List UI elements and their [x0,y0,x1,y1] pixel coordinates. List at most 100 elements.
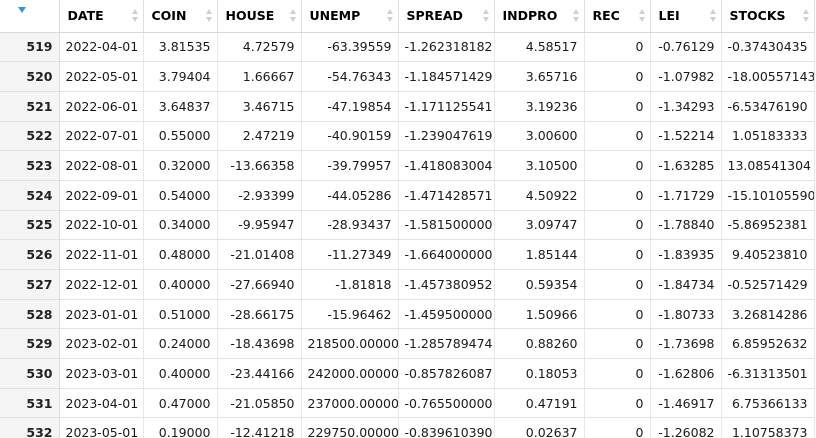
rec-cell[interactable]: 0 [584,61,651,92]
unemp-cell[interactable]: 242000.00000 [301,358,399,389]
row-index-header[interactable] [0,0,60,33]
row-index-cell[interactable]: 523 [0,150,60,181]
spread-cell[interactable]: -1.285789474 [398,328,495,360]
indpro-cell[interactable]: 3.09747 [494,210,585,241]
house-cell[interactable]: 4.72579 [217,32,302,63]
house-cell[interactable]: -23.44166 [217,358,302,389]
spread-cell[interactable]: -1.239047619 [398,121,495,152]
lei-cell[interactable]: -1.80733 [650,299,722,330]
row-index-cell[interactable]: 519 [0,32,60,63]
stocks-cell[interactable]: 3.26814286 [721,299,815,330]
unemp-cell[interactable]: -47.19854 [301,91,399,122]
table-row[interactable]: 528 2023-01-01 0.51000 -28.66175 -15.96462 -1… [0,299,815,330]
coin-cell[interactable]: 0.55000 [143,121,218,152]
sort-icon[interactable] [482,9,490,23]
row-index-cell[interactable]: 532 [0,417,60,438]
indpro-cell[interactable]: 4.58517 [494,32,585,63]
rec-cell[interactable]: 0 [584,358,651,389]
rec-cell[interactable]: 0 [584,150,651,181]
coin-cell[interactable]: 3.79404 [143,61,218,92]
coin-cell[interactable]: 0.40000 [143,269,218,300]
column-header-unemp[interactable]: UNEMP [301,0,399,33]
house-cell[interactable]: 2.47219 [217,121,302,152]
spread-cell[interactable]: -0.765500000 [398,388,495,419]
indpro-cell[interactable]: 3.00600 [494,121,585,152]
unemp-cell[interactable]: -40.90159 [301,121,399,152]
table-row[interactable]: 524 2022-09-01 0.54000 -2.93399 -44.05286 -1.… [0,180,815,211]
date-cell[interactable]: 2022-10-01 [59,210,144,241]
lei-cell[interactable]: -1.84734 [650,269,722,300]
house-cell[interactable]: -28.66175 [217,299,302,330]
column-header-spread[interactable]: SPREAD [398,0,495,33]
table-row[interactable]: 520 2022-05-01 3.79404 1.66667 -54.76343 -1.1… [0,61,815,92]
table-row[interactable]: 521 2022-06-01 3.64837 3.46715 -47.19854 -1.1… [0,91,815,122]
sort-icon[interactable] [386,9,394,23]
stocks-cell[interactable]: 6.85952632 [721,328,815,360]
coin-cell[interactable]: 0.32000 [143,150,218,181]
house-cell[interactable]: -21.01408 [217,239,302,270]
stocks-cell[interactable]: -15.10105590 [721,180,815,211]
lei-cell[interactable]: -1.71729 [650,180,722,211]
lei-cell[interactable]: -1.73698 [650,328,722,360]
rec-cell[interactable]: 0 [584,269,651,300]
date-cell[interactable]: 2023-05-01 [59,417,144,438]
coin-cell[interactable]: 3.81535 [143,32,218,63]
house-cell[interactable]: -12.41218 [217,417,302,438]
rec-cell[interactable]: 0 [584,180,651,211]
unemp-cell[interactable]: -63.39559 [301,32,399,63]
row-index-cell[interactable]: 527 [0,269,60,300]
date-cell[interactable]: 2022-11-01 [59,239,144,270]
coin-cell[interactable]: 0.54000 [143,180,218,211]
date-cell[interactable]: 2022-04-01 [59,32,144,63]
sort-icon[interactable] [802,9,810,23]
spread-cell[interactable]: -1.262318182 [398,32,495,63]
stocks-cell[interactable]: 1.10758373 [721,417,815,438]
row-index-cell[interactable]: 529 [0,328,60,360]
row-index-cell[interactable]: 524 [0,180,60,211]
unemp-cell[interactable]: 237000.00000 [301,388,399,419]
spread-cell[interactable]: -1.471428571 [398,180,495,211]
row-index-cell[interactable]: 531 [0,388,60,419]
column-header-rec[interactable]: REC [584,0,651,33]
indpro-cell[interactable]: 3.65716 [494,61,585,92]
stocks-cell[interactable]: -0.52571429 [721,269,815,300]
row-index-cell[interactable]: 526 [0,239,60,270]
lei-cell[interactable]: -1.26082 [650,417,722,438]
rec-cell[interactable]: 0 [584,210,651,241]
rec-cell[interactable]: 0 [584,239,651,270]
date-cell[interactable]: 2023-03-01 [59,358,144,389]
table-row[interactable]: 532 2023-05-01 0.19000 -12.41218 229750.0000… [0,417,815,438]
stocks-cell[interactable]: 1.05183333 [721,121,815,152]
stocks-cell[interactable]: -5.86952381 [721,210,815,241]
coin-cell[interactable]: 0.19000 [143,417,218,438]
lei-cell[interactable]: -1.62806 [650,358,722,389]
column-header-stocks[interactable]: STOCKS [721,0,815,33]
date-cell[interactable]: 2022-09-01 [59,180,144,211]
spread-cell[interactable]: -1.184571429 [398,61,495,92]
coin-cell[interactable]: 0.51000 [143,299,218,330]
house-cell[interactable]: 1.66667 [217,61,302,92]
date-cell[interactable]: 2022-08-01 [59,150,144,181]
rec-cell[interactable]: 0 [584,299,651,330]
table-row[interactable]: 530 2023-03-01 0.40000 -23.44166 242000.0000… [0,358,815,389]
spread-cell[interactable]: -0.839610390 [398,417,495,438]
rec-cell[interactable]: 0 [584,328,651,360]
coin-cell[interactable]: 0.47000 [143,388,218,419]
date-cell[interactable]: 2022-12-01 [59,269,144,300]
indpro-cell[interactable]: 0.18053 [494,358,585,389]
date-cell[interactable]: 2022-05-01 [59,61,144,92]
column-header-house[interactable]: HOUSE [217,0,302,33]
row-index-cell[interactable]: 525 [0,210,60,241]
unemp-cell[interactable]: -28.93437 [301,210,399,241]
lei-cell[interactable]: -1.78840 [650,210,722,241]
unemp-cell[interactable]: 229750.00000 [301,417,399,438]
stocks-cell[interactable]: -0.37430435 [721,32,815,63]
date-cell[interactable]: 2023-04-01 [59,388,144,419]
row-index-cell[interactable]: 521 [0,91,60,122]
spread-cell[interactable]: -1.459500000 [398,299,495,330]
lei-cell[interactable]: -1.63285 [650,150,722,181]
stocks-cell[interactable]: -18.00557143 [721,61,815,92]
column-header-date[interactable]: DATE [59,0,144,33]
stocks-cell[interactable]: 9.40523810 [721,239,815,270]
rec-cell[interactable]: 0 [584,121,651,152]
